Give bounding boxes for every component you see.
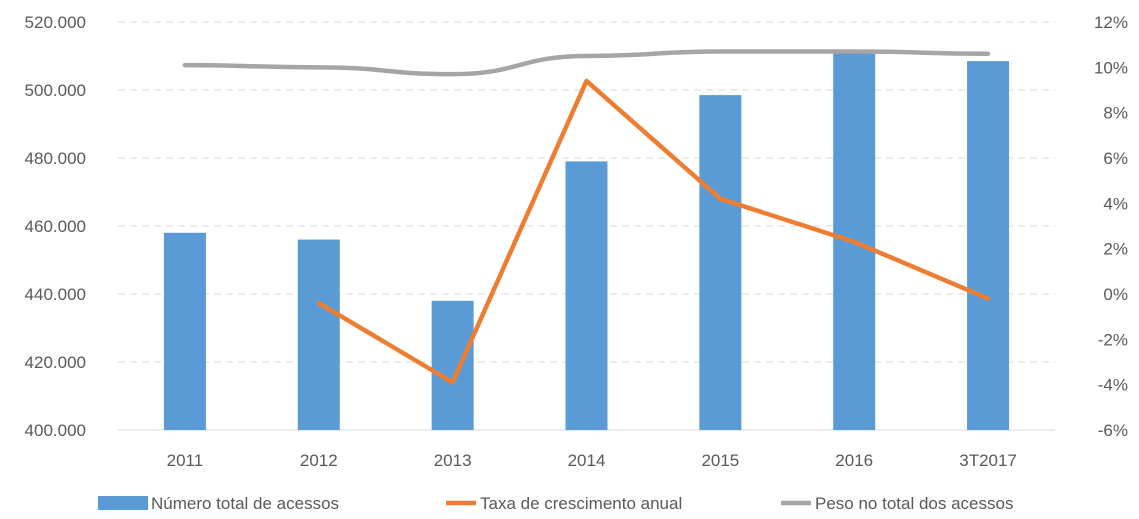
bar <box>297 239 340 430</box>
bar-series <box>163 52 1010 430</box>
x-tick-label: 2013 <box>434 451 472 470</box>
bar <box>699 95 742 430</box>
right-tick-label: -6% <box>1098 421 1128 440</box>
left-tick-label: 520.000 <box>25 13 86 32</box>
legend-label: Taxa de crescimento anual <box>480 494 682 513</box>
x-tick-label: 2015 <box>701 451 739 470</box>
right-axis-ticks: -6% -4% -2% 0% 2% 4% 6% 8% 10% 12% <box>1094 13 1128 440</box>
x-tick-label: 2012 <box>300 451 338 470</box>
x-tick-label: 2014 <box>568 451 606 470</box>
right-tick-label: 10% <box>1094 58 1128 77</box>
x-tick-label: 2011 <box>167 451 204 470</box>
right-tick-label: -4% <box>1098 376 1128 395</box>
right-tick-label: 12% <box>1094 13 1128 32</box>
legend-label: Número total de acessos <box>151 494 339 513</box>
bar <box>163 232 206 430</box>
right-tick-label: 0% <box>1103 285 1128 304</box>
right-tick-label: 2% <box>1103 240 1128 259</box>
right-tick-label: 4% <box>1103 194 1128 213</box>
bar <box>431 300 474 430</box>
left-tick-label: 460.000 <box>25 217 86 236</box>
left-tick-label: 440.000 <box>25 285 86 304</box>
bar <box>967 61 1010 430</box>
legend-label: Peso no total dos acessos <box>815 494 1013 513</box>
x-tick-label: 3T2017 <box>959 451 1017 470</box>
left-tick-label: 400.000 <box>25 421 86 440</box>
left-tick-label: 480.000 <box>25 149 86 168</box>
bar <box>565 161 608 430</box>
line-series <box>182 49 991 385</box>
right-tick-label: -2% <box>1098 330 1128 349</box>
legend-swatch <box>98 496 148 510</box>
left-tick-label: 500.000 <box>25 81 86 100</box>
right-tick-label: 6% <box>1103 149 1128 168</box>
series-line <box>316 78 991 385</box>
right-tick-label: 8% <box>1103 104 1128 123</box>
series-line <box>182 49 991 77</box>
left-axis-ticks: 400.000 420.000 440.000 460.000 480.000 500.0… <box>25 13 86 440</box>
left-tick-label: 420.000 <box>25 353 86 372</box>
legend: Número total de acessos Taxa de crescimen… <box>98 494 1013 513</box>
x-tick-label: 2016 <box>835 451 873 470</box>
x-axis-ticks: 2011 2012 2013 2014 2015 2016 3T2017 <box>167 451 1017 470</box>
